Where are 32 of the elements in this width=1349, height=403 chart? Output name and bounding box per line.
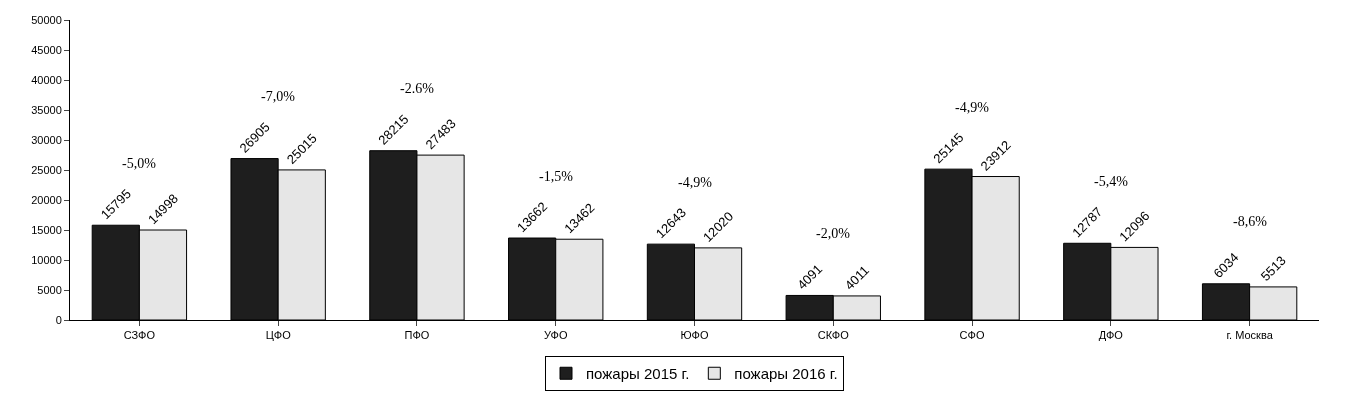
annotation: -2.6% [400,81,435,96]
annotation: -5,4% [1094,174,1129,189]
annotation: -1,5% [539,169,574,184]
annotation: -4,9% [678,175,713,190]
legend-label: пожары 2016 г. [734,365,838,383]
x-tick-label: ДФО [1098,329,1124,342]
y-tick-label: 30000 [31,133,62,146]
x-tick-label: ЮФО [680,329,709,342]
y-tick-label: 15000 [31,223,62,236]
y-tick-label: 25000 [31,163,62,176]
annotation: -5,0% [122,156,157,171]
annotation: -7,0% [261,89,296,104]
data-label: 4011 [841,262,873,293]
x-tick-label: ПФО [404,329,430,342]
annotation: -8,6% [1233,214,1268,229]
x-tick-label: СФО [959,329,985,342]
x-tick-label: г. Москва [1226,329,1274,342]
x-tick-label: СЗФО [123,329,156,342]
y-tick-label: 45000 [31,43,62,56]
y-tick-label: 40000 [31,73,62,86]
annotation: -2,0% [816,226,851,241]
y-tick-label: 50000 [31,13,62,26]
x-tick-label: УФО [543,329,568,342]
annotation: -4,9% [955,100,990,115]
y-tick-label: 20000 [31,193,62,206]
legend-label: пожары 2015 г. [586,365,690,383]
x-tick-label: ЦФО [265,329,292,342]
x-tick-label: СКФО [817,329,850,342]
y-tick-label: 10000 [31,253,62,266]
y-tick-label: 0 [55,313,62,326]
y-tick-label: 5000 [37,283,62,296]
y-tick-label: 35000 [31,103,62,116]
